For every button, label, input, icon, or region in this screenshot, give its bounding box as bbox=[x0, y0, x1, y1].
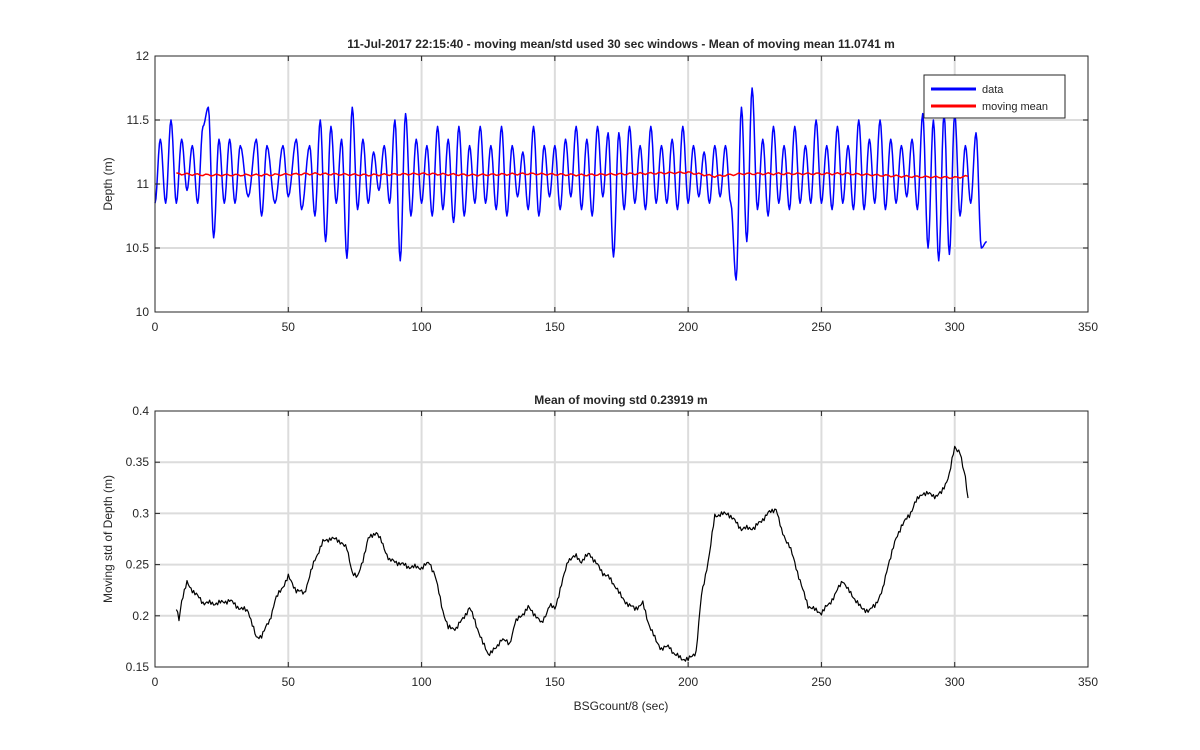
depth-series-moving-mean-line bbox=[176, 170, 969, 179]
moving-std-y-tick-label: 0.25 bbox=[126, 558, 150, 572]
moving-std-plot-frame bbox=[154, 410, 1089, 668]
moving-std-y-tick-label: 0.35 bbox=[126, 455, 150, 469]
depth-y-tick-label: 11 bbox=[137, 177, 150, 191]
moving-std-x-tick-label: 350 bbox=[1078, 675, 1098, 689]
moving-std-y-tick-label: 0.3 bbox=[132, 506, 149, 520]
depth-y-tick-label: 12 bbox=[136, 49, 150, 63]
depth-plot-title: 11-Jul-2017 22:15:40 - moving mean/std u… bbox=[347, 37, 895, 51]
moving-std-plot-y-ticks: 0.15 0.2 0.25 0.3 0.35 0.4 bbox=[126, 404, 1088, 674]
depth-plot-lines bbox=[154, 87, 988, 281]
depth-x-tick-label: 200 bbox=[678, 320, 698, 334]
moving-std-plot: 0 50 100 150 200 250 300 350 0.15 0.2 0.25 0.3 0.35… bbox=[101, 393, 1098, 713]
depth-x-tick-label: 50 bbox=[282, 320, 296, 334]
moving-std-x-tick-label: 200 bbox=[678, 675, 698, 689]
moving-std-x-tick-label: 300 bbox=[945, 675, 965, 689]
moving-std-plot-title: Mean of moving std 0.23919 m bbox=[534, 393, 707, 407]
moving-std-plot-x-label: BSGcount/8 (sec) bbox=[574, 699, 669, 713]
depth-y-tick-label: 10 bbox=[136, 305, 150, 319]
depth-x-tick-label: 250 bbox=[811, 320, 831, 334]
moving-std-x-tick-label: 100 bbox=[412, 675, 432, 689]
moving-std-plot-y-label: Moving std of Depth (m) bbox=[101, 475, 115, 603]
legend-label-data: data bbox=[982, 84, 1004, 96]
depth-y-tick-label: 11.5 bbox=[127, 113, 150, 127]
moving-std-x-tick-label: 150 bbox=[545, 675, 565, 689]
moving-std-x-tick-label: 50 bbox=[282, 675, 296, 689]
moving-std-x-tick-label: 250 bbox=[811, 675, 831, 689]
depth-x-tick-label: 0 bbox=[152, 320, 159, 334]
legend-box bbox=[923, 74, 1066, 119]
legend-label-moving-mean: moving mean bbox=[982, 101, 1048, 113]
depth-x-tick-label: 150 bbox=[545, 320, 565, 334]
moving-std-plot-area bbox=[155, 411, 1088, 667]
moving-std-series-moving-std-line bbox=[175, 445, 969, 662]
moving-std-y-tick-label: 0.15 bbox=[126, 660, 150, 674]
moving-std-plot-x-ticks: 0 50 100 150 200 250 300 350 bbox=[152, 411, 1098, 689]
depth-plot-x-ticks: 0 50 100 150 200 250 300 350 bbox=[152, 56, 1098, 334]
moving-std-plot-lines bbox=[175, 445, 969, 662]
moving-std-y-tick-label: 0.4 bbox=[132, 404, 149, 418]
depth-plot-y-label: Depth (m) bbox=[101, 157, 115, 210]
moving-std-y-tick-label: 0.2 bbox=[132, 609, 149, 623]
moving-std-x-tick-label: 0 bbox=[152, 675, 159, 689]
depth-plot-y-ticks: 10 10.5 11 11.5 12 bbox=[126, 49, 1088, 319]
depth-series-data-line bbox=[154, 87, 988, 281]
legend: data moving mean bbox=[923, 74, 1066, 119]
moving-std-plot-grid bbox=[155, 411, 1088, 667]
depth-x-tick-label: 300 bbox=[945, 320, 965, 334]
depth-plot: 0 50 100 150 200 250 300 350 10 10.5 11 11.5 12 11-… bbox=[101, 37, 1098, 334]
depth-x-tick-label: 350 bbox=[1078, 320, 1098, 334]
depth-x-tick-label: 100 bbox=[412, 320, 432, 334]
depth-y-tick-label: 10.5 bbox=[126, 241, 150, 255]
